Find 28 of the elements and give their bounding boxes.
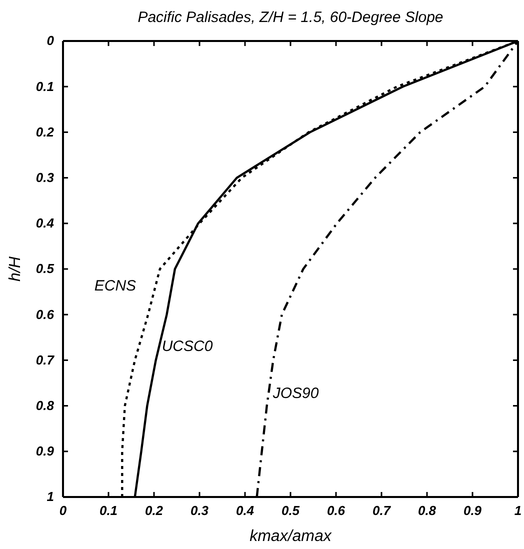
x-tick-label: 0.4 xyxy=(236,503,255,518)
x-tick-label: 0.5 xyxy=(281,503,300,518)
y-tick-label: 0.1 xyxy=(36,78,54,94)
x-tick-label: 0.9 xyxy=(463,503,482,518)
y-tick-label: 0.3 xyxy=(36,170,55,185)
y-tick-label: 0.2 xyxy=(36,124,55,140)
y-tick-label: 1 xyxy=(46,489,54,504)
x-axis-title: kmax/amax xyxy=(250,528,332,545)
x-tick-label: 1 xyxy=(514,503,522,518)
x-tick-label: 0.2 xyxy=(144,503,164,518)
series-label: UCSC0 xyxy=(162,338,214,356)
y-tick-label: 0.9 xyxy=(36,444,55,459)
x-tick-label: 0.3 xyxy=(190,503,210,518)
y-tick-label: 0.8 xyxy=(36,398,55,413)
x-tick-label: 0.8 xyxy=(418,503,437,518)
x-tick-label: 0.6 xyxy=(326,503,346,518)
x-tick-label: 0 xyxy=(59,503,68,518)
y-tick-label: 0.7 xyxy=(36,352,55,368)
y-tick-label: 0.5 xyxy=(36,261,55,276)
x-tick-label: 0.7 xyxy=(372,503,392,518)
series-label: JOS90 xyxy=(272,384,320,402)
y-tick-label: 0 xyxy=(46,33,55,48)
series-label: ECNS xyxy=(94,278,136,295)
x-tick-label: 0.1 xyxy=(99,503,118,518)
y-tick-label: 0.4 xyxy=(36,216,55,231)
chart-title: Pacific Palisades, Z/H = 1.5, 60-Degree Slope xyxy=(138,9,444,26)
y-tick-label: 0.6 xyxy=(36,306,55,322)
y-axis-title: h/H xyxy=(7,256,24,282)
